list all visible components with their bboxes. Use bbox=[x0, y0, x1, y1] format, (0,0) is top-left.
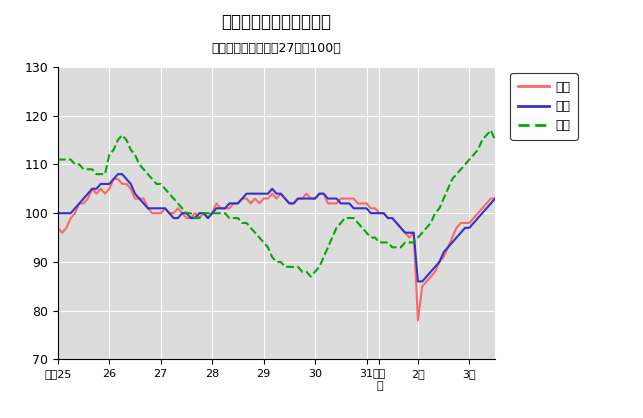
在庫 bbox=[453, 172, 460, 177]
出荷 bbox=[491, 196, 499, 201]
出荷 bbox=[54, 211, 62, 216]
生産 bbox=[311, 196, 319, 201]
在庫 bbox=[457, 167, 465, 172]
出荷 bbox=[461, 225, 469, 230]
出荷 bbox=[311, 196, 319, 201]
Line: 出荷: 出荷 bbox=[58, 174, 495, 281]
在庫 bbox=[466, 157, 473, 162]
生産 bbox=[470, 216, 478, 221]
出荷 bbox=[178, 211, 186, 216]
在庫 bbox=[307, 274, 314, 279]
在庫 bbox=[491, 138, 499, 143]
Text: 鳥取県鉱工業指数の推移: 鳥取県鉱工業指数の推移 bbox=[221, 13, 332, 31]
生産 bbox=[414, 318, 422, 323]
出荷 bbox=[457, 230, 465, 235]
Legend: 生産, 出荷, 在庫: 生産, 出荷, 在庫 bbox=[510, 73, 577, 140]
生産 bbox=[457, 220, 465, 225]
出荷 bbox=[114, 172, 122, 177]
在庫 bbox=[444, 186, 452, 191]
出荷 bbox=[414, 279, 422, 284]
Text: （季節調整済、平成27年＝100）: （季節調整済、平成27年＝100） bbox=[212, 42, 341, 55]
在庫 bbox=[311, 269, 319, 274]
生産 bbox=[178, 211, 186, 216]
在庫 bbox=[487, 128, 494, 133]
Line: 生産: 生産 bbox=[58, 179, 495, 321]
生産 bbox=[461, 220, 469, 225]
出荷 bbox=[470, 220, 478, 225]
生産 bbox=[491, 196, 499, 201]
在庫 bbox=[54, 157, 62, 162]
生産 bbox=[448, 235, 456, 240]
生産 bbox=[110, 176, 118, 181]
在庫 bbox=[174, 201, 182, 206]
生産 bbox=[54, 225, 62, 230]
Line: 在庫: 在庫 bbox=[58, 130, 495, 277]
出荷 bbox=[448, 240, 456, 245]
